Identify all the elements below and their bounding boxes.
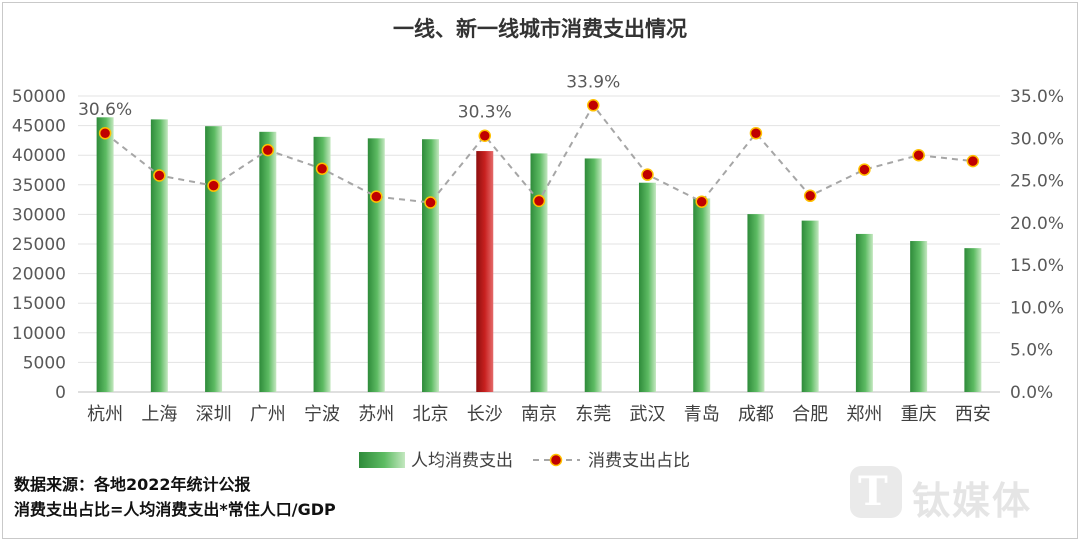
bar (964, 248, 982, 392)
bar (530, 153, 548, 392)
line-marker (966, 154, 980, 168)
y-left-tick: 15000 (12, 294, 66, 314)
y-left-tick: 30000 (12, 205, 66, 225)
data-label: 33.9% (566, 72, 620, 92)
y-right-tick: 5.0% (1010, 341, 1053, 361)
x-tick-label: 苏州 (358, 404, 394, 425)
legend: 人均消费支出 消费支出占比 (359, 451, 690, 471)
line-series: 30.6% 30.3% 33.9% (78, 72, 980, 209)
x-tick-label: 西安 (955, 404, 991, 425)
y-right-tick: 25.0% (1010, 172, 1064, 192)
bar (313, 136, 331, 392)
y-right-tick: 10.0% (1010, 298, 1064, 318)
x-tick-label: 北京 (413, 404, 449, 425)
line-marker (424, 196, 437, 209)
bar (747, 214, 765, 392)
line-marker (586, 99, 600, 112)
bar (584, 158, 602, 392)
x-tick-label: 青岛 (684, 404, 720, 425)
x-tick-label: 武汉 (629, 404, 665, 425)
bar (422, 139, 440, 392)
chart-title: 一线、新一线城市消费支出情况 (393, 17, 687, 41)
x-tick-label: 宁波 (304, 404, 340, 425)
line-marker (478, 129, 492, 142)
x-tick-label: 南京 (521, 404, 557, 425)
bar (96, 117, 114, 392)
bar (367, 138, 385, 392)
legend-label-line: 消费支出占比 (588, 451, 690, 471)
x-tick-label: 重庆 (901, 404, 937, 425)
y-left-tick: 20000 (12, 265, 66, 285)
data-label: 30.3% (458, 103, 512, 123)
y-right-tick: 20.0% (1010, 214, 1064, 234)
y-right-tick: 30.0% (1010, 129, 1064, 149)
y-right-tick: 35.0% (1010, 87, 1064, 107)
y-left-tick: 25000 (12, 235, 66, 255)
line-marker (261, 143, 275, 157)
line-marker (98, 126, 112, 140)
line-marker (153, 169, 166, 182)
y-left-tick: 40000 (12, 146, 66, 166)
bars (96, 117, 982, 393)
bar (638, 182, 656, 392)
line-marker (370, 190, 383, 203)
source-note: 数据来源：各地2022年统计公报 (14, 475, 251, 494)
line-marker (749, 126, 763, 140)
line-marker (315, 162, 329, 175)
x-tick-label: 杭州 (87, 404, 123, 425)
formula-note: 消费支出占比=人均消费支出*常住人口/GDP (14, 500, 336, 519)
line-marker (858, 163, 871, 176)
bar (205, 126, 223, 392)
line-marker (912, 148, 925, 162)
line-marker (532, 194, 546, 208)
legend-marker (549, 453, 563, 467)
x-tick-label: 郑州 (846, 404, 882, 425)
y-left-tick: 10000 (12, 324, 66, 344)
y-left-tick: 50000 (12, 87, 66, 107)
line-marker (803, 189, 817, 203)
y-left-tick: 5000 (23, 353, 66, 373)
y-right-tick: 0.0% (1010, 383, 1053, 403)
y-right-tick: 15.0% (1010, 256, 1064, 276)
legend-bar-swatch (359, 452, 405, 468)
line-marker (207, 179, 220, 192)
x-tick-label: 东莞 (575, 404, 611, 425)
bar (693, 198, 711, 392)
watermark-icon: T (850, 466, 902, 518)
bar (910, 241, 928, 392)
bar (259, 131, 277, 393)
line-marker (695, 195, 708, 208)
x-tick-label: 长沙 (467, 404, 503, 425)
x-tick-label: 成都 (738, 404, 774, 425)
watermark-text: 钛媒体 (912, 479, 1033, 523)
x-tick-label: 合肥 (792, 404, 828, 425)
legend-label-bar: 人均消费支出 (411, 451, 513, 471)
x-tick-label: 广州 (250, 404, 286, 425)
axes: 0 5000 10000 15000 20000 25000 30000 35000 40000… (12, 87, 1064, 425)
watermark-logo: T 钛媒体 (850, 462, 1068, 523)
bar (150, 119, 168, 392)
x-tick-label: 上海 (141, 404, 177, 425)
bar (855, 233, 873, 392)
line-marker (641, 168, 654, 181)
y-left-tick: 35000 (12, 176, 66, 196)
y-left-tick: 0 (55, 383, 66, 403)
y-left-tick: 45000 (12, 117, 66, 137)
data-label: 30.6% (78, 100, 132, 120)
bar-highlight (476, 151, 494, 392)
bar (801, 220, 819, 392)
x-tick-label: 深圳 (196, 404, 232, 425)
